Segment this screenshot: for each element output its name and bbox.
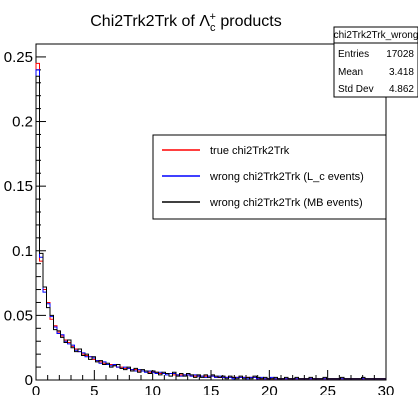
stats-entries-value: 17028	[386, 49, 414, 60]
legend: true chi2Trk2Trk wrong chi2Trk2Trk (L_c …	[152, 134, 387, 220]
series-line-true	[35, 62, 387, 380]
stats-stddev-label: Std Dev	[338, 84, 374, 95]
x-tick-label: 15	[203, 383, 220, 395]
title-suffix: products	[216, 13, 282, 30]
stats-mean-value: 3.418	[389, 67, 414, 78]
y-tick-label: 0.05	[4, 307, 33, 324]
y-tick-label: 0.2	[12, 114, 33, 131]
stats-box-name: chi2Trk2Trk_wrong	[334, 30, 418, 41]
title-subscript: c	[210, 22, 216, 34]
title-symbol: Λ	[199, 13, 210, 30]
y-tick-label: 0	[25, 372, 33, 389]
y-tick-label: 0.1	[12, 243, 33, 260]
x-tick-label: 25	[319, 383, 336, 395]
stats-box: chi2Trk2Trk_wrong Entries 17028 Mean 3.4…	[333, 26, 418, 98]
x-tick-label: 5	[90, 383, 98, 395]
stats-stddev-value: 4.862	[389, 84, 414, 95]
series-line-mb-events	[35, 75, 387, 380]
stats-mean-label: Mean	[338, 67, 363, 78]
y-tick-label: 0.15	[4, 178, 33, 195]
x-tick-label: 30	[378, 383, 395, 395]
stats-entries-label: Entries	[338, 49, 369, 60]
x-tick-label: 10	[144, 383, 161, 395]
title-superscript: +	[210, 11, 216, 23]
legend-label-true: true chi2Trk2Trk	[210, 145, 290, 157]
axes: 0 5 10 15 20 25 30 0 0.05 0.1 0.15 0.2 0.25	[4, 43, 395, 395]
y-tick-label: 0.25	[4, 49, 33, 66]
series-layer	[35, 62, 387, 380]
x-tick-label: 20	[261, 383, 278, 395]
legend-frame	[152, 134, 387, 220]
legend-label-lc: wrong chi2Trk2Trk (L_c events)	[209, 171, 364, 183]
x-tick-label: 0	[32, 383, 40, 395]
stats-box-frame	[333, 26, 418, 98]
chart-title: Chi2Trk2Trk of Λc+ products	[90, 11, 282, 34]
title-prefix: Chi2Trk2Trk of	[90, 13, 199, 30]
legend-label-mb: wrong chi2Trk2Trk (MB events)	[209, 197, 363, 209]
series-line-lc-events	[35, 69, 387, 380]
